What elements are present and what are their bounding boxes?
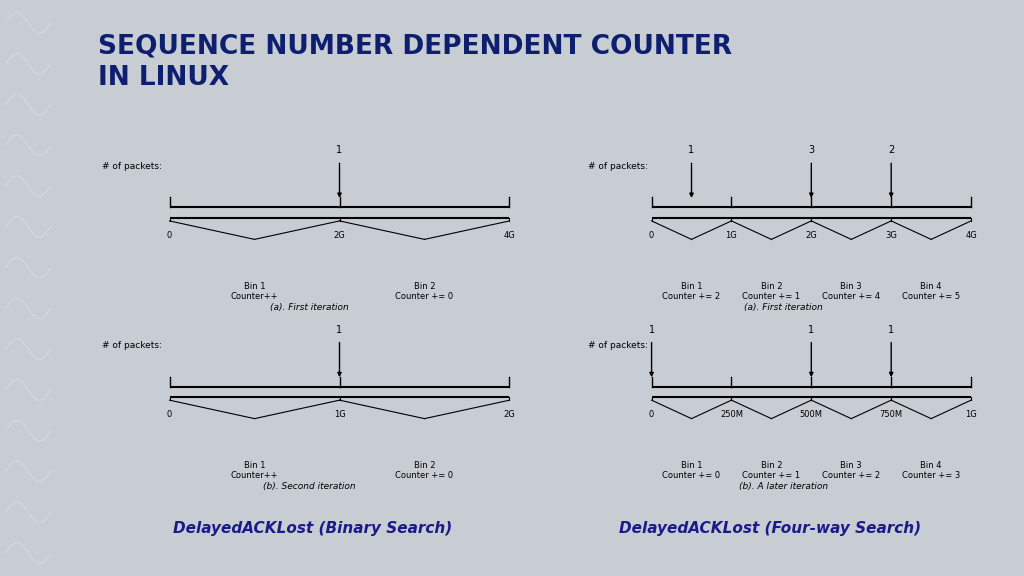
Text: Bin 2
Counter += 0: Bin 2 Counter += 0: [395, 282, 454, 301]
Text: 750M: 750M: [880, 410, 903, 419]
Text: 1: 1: [648, 325, 654, 335]
Text: 2G: 2G: [806, 231, 817, 240]
Text: Bin 1
Counter++: Bin 1 Counter++: [230, 461, 279, 480]
Text: 3: 3: [808, 146, 814, 156]
Text: Bin 4
Counter += 5: Bin 4 Counter += 5: [902, 282, 961, 301]
Text: SEQUENCE NUMBER DEPENDENT COUNTER
IN LINUX: SEQUENCE NUMBER DEPENDENT COUNTER IN LIN…: [98, 34, 732, 90]
Text: (a). First iteration: (a). First iteration: [744, 302, 822, 312]
Text: Bin 1
Counter += 2: Bin 1 Counter += 2: [663, 282, 721, 301]
Text: # of packets:: # of packets:: [101, 342, 162, 350]
Text: 0: 0: [167, 410, 172, 419]
Text: 1G: 1G: [726, 231, 737, 240]
Text: (a). First iteration: (a). First iteration: [270, 302, 349, 312]
Text: # of packets:: # of packets:: [101, 162, 162, 171]
Text: Bin 2
Counter += 1: Bin 2 Counter += 1: [742, 282, 801, 301]
Text: Bin 3
Counter += 2: Bin 3 Counter += 2: [822, 461, 881, 480]
Text: DelayedACKLost (Four-way Search): DelayedACKLost (Four-way Search): [618, 521, 921, 536]
Text: 1G: 1G: [966, 410, 977, 419]
Text: # of packets:: # of packets:: [588, 342, 647, 350]
Text: 3G: 3G: [886, 231, 897, 240]
Text: 0: 0: [649, 410, 654, 419]
Text: (b). A later iteration: (b). A later iteration: [738, 482, 828, 491]
Text: 0: 0: [649, 231, 654, 240]
Text: Bin 3
Counter += 4: Bin 3 Counter += 4: [822, 282, 881, 301]
Text: 1: 1: [808, 325, 814, 335]
Text: 2G: 2G: [334, 231, 345, 240]
Text: Bin 1
Counter += 0: Bin 1 Counter += 0: [663, 461, 721, 480]
Text: 4G: 4G: [504, 231, 515, 240]
Text: 1: 1: [888, 325, 894, 335]
Text: 4G: 4G: [966, 231, 977, 240]
Text: 500M: 500M: [800, 410, 823, 419]
Text: Bin 2
Counter += 1: Bin 2 Counter += 1: [742, 461, 801, 480]
Text: Bin 4
Counter += 3: Bin 4 Counter += 3: [902, 461, 961, 480]
Text: DelayedACKLost (Binary Search): DelayedACKLost (Binary Search): [173, 521, 453, 536]
Text: 1: 1: [688, 146, 694, 156]
Text: Bin 1
Counter++: Bin 1 Counter++: [230, 282, 279, 301]
Text: 2: 2: [888, 146, 894, 156]
Text: 1G: 1G: [334, 410, 345, 419]
Text: # of packets:: # of packets:: [588, 162, 647, 171]
Text: (b). Second iteration: (b). Second iteration: [263, 482, 356, 491]
Text: 1: 1: [337, 146, 343, 156]
Text: Bin 2
Counter += 0: Bin 2 Counter += 0: [395, 461, 454, 480]
Text: 250M: 250M: [720, 410, 743, 419]
Text: 0: 0: [167, 231, 172, 240]
Text: 2G: 2G: [504, 410, 515, 419]
Text: 1: 1: [337, 325, 343, 335]
